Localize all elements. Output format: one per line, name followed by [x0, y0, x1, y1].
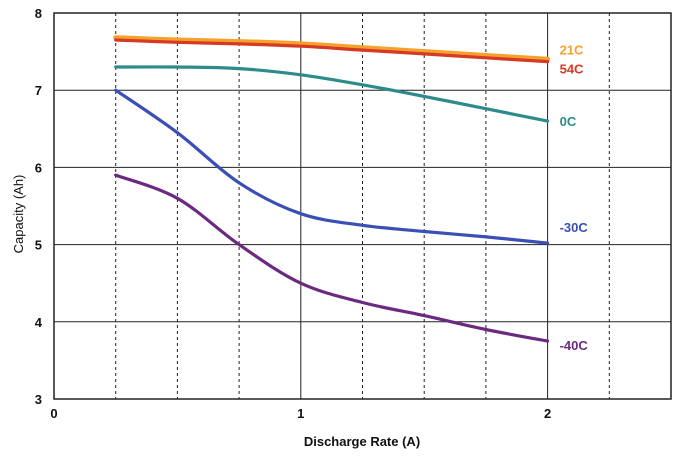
- x-tick-label: 2: [544, 406, 551, 421]
- series-line-0C: [114, 65, 550, 123]
- series-label: 0C: [560, 114, 577, 129]
- grid: [53, 12, 672, 400]
- y-tick-label: 3: [35, 392, 42, 407]
- y-tick-label: 5: [35, 238, 42, 253]
- series-line-30C: [114, 88, 550, 245]
- y-tick-label: 8: [35, 6, 42, 21]
- series-line-21C: [113, 35, 551, 62]
- y-tick-label: 6: [35, 160, 42, 175]
- series-line-40C: [114, 173, 550, 343]
- x-tick-label: 1: [297, 406, 304, 421]
- tick-labels: 0 1 2 3 4 5 6 7 8: [35, 6, 551, 421]
- y-axis-title: Capacity (Ah): [11, 175, 26, 254]
- series-label: 21C: [560, 42, 584, 57]
- series-label: -30C: [560, 220, 589, 235]
- series-label: 54C: [560, 62, 584, 77]
- plot-frame: [53, 12, 672, 400]
- series-labels: 21C 54C 0C -30C -40C: [560, 42, 589, 353]
- series-line-54C: [114, 38, 550, 64]
- series-lines: [113, 35, 551, 343]
- y-tick-label: 7: [35, 83, 42, 98]
- y-tick-label: 4: [35, 315, 43, 330]
- x-axis-title: Discharge Rate (A): [304, 434, 420, 449]
- series-label: -40C: [560, 338, 589, 353]
- x-tick-label: 0: [50, 406, 57, 421]
